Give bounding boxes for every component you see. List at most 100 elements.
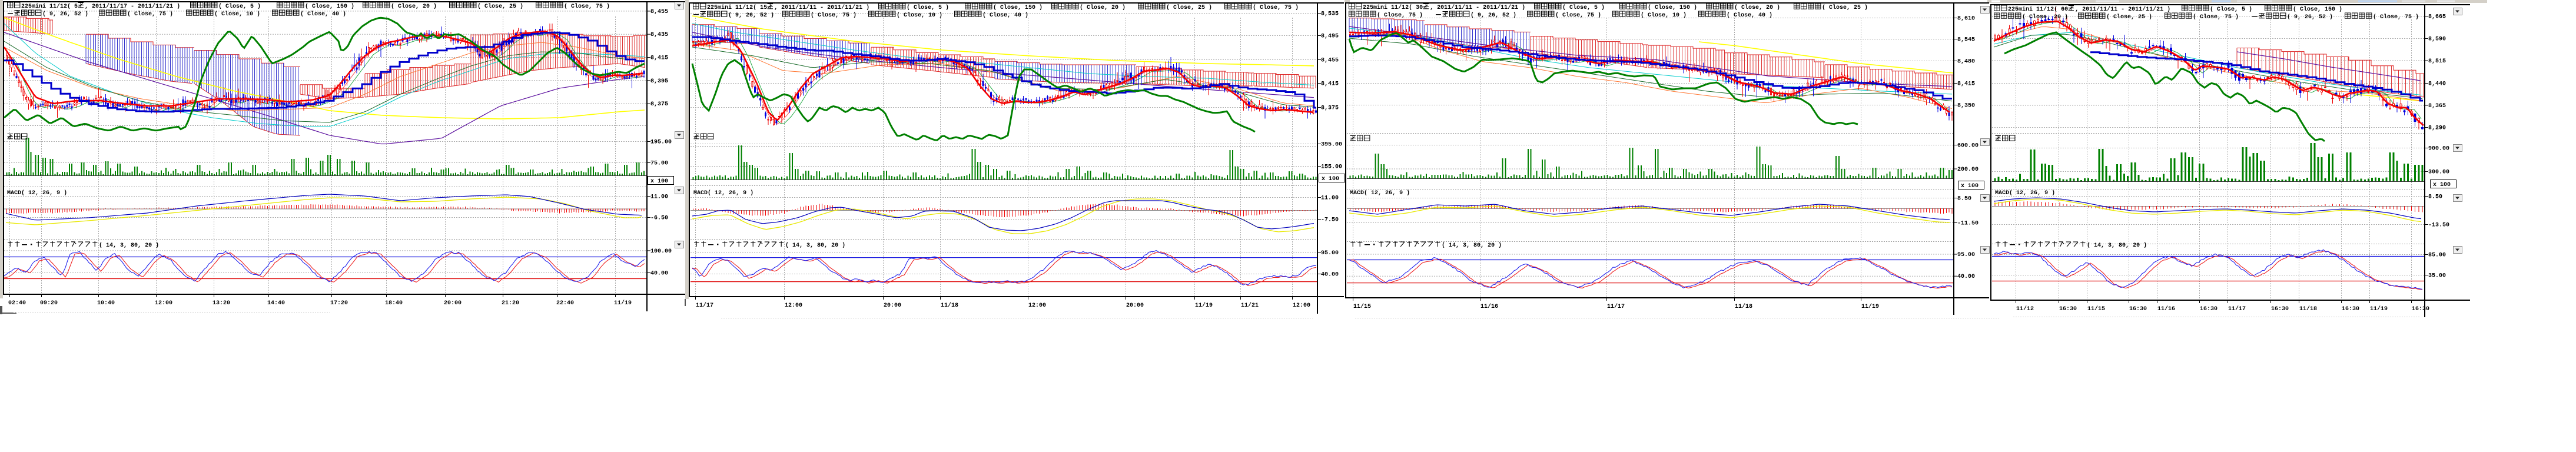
svg-text:8.50: 8.50 xyxy=(1957,196,1971,202)
svg-text:20:00: 20:00 xyxy=(884,303,901,309)
svg-text:( Close, 150 ): ( Close, 150 ) xyxy=(305,3,354,10)
svg-text:900.00: 900.00 xyxy=(2428,146,2449,152)
svg-text:13:20: 13:20 xyxy=(213,300,230,307)
svg-text:11/16: 11/16 xyxy=(1480,303,1498,310)
svg-text:-11.50: -11.50 xyxy=(1957,221,1979,227)
svg-text:-7.50: -7.50 xyxy=(1321,217,1339,224)
svg-text:17:20: 17:20 xyxy=(330,300,348,307)
svg-text:( Close, 25 ): ( Close, 25 ) xyxy=(477,3,523,10)
svg-text:( Close, 75 ): ( Close, 75 ) xyxy=(127,11,173,18)
svg-text:( Close, 150 ): ( Close, 150 ) xyxy=(993,4,1043,11)
svg-text:225mini 11/12( 30: 225mini 11/12( 30 xyxy=(1363,4,1423,11)
svg-text:20:00: 20:00 xyxy=(1126,303,1144,309)
svg-text:8,480: 8,480 xyxy=(1957,59,1975,65)
svg-text:x 100: x 100 xyxy=(650,178,668,185)
svg-text:12:00: 12:00 xyxy=(155,300,172,307)
svg-text:02:40: 02:40 xyxy=(8,300,26,307)
svg-text:( 9, 26, 52 ): ( 9, 26, 52 ) xyxy=(2287,14,2333,21)
svg-text:11/19: 11/19 xyxy=(614,300,632,307)
svg-text:( Close, 25 ): ( Close, 25 ) xyxy=(1166,4,1212,11)
svg-text:( Close, 20 ): ( Close, 20 ) xyxy=(391,3,437,10)
svg-text:8,435: 8,435 xyxy=(650,32,668,38)
svg-text:75.00: 75.00 xyxy=(650,161,668,167)
svg-text:( 9, 26, 52 ): ( 9, 26, 52 ) xyxy=(1470,12,1516,19)
svg-text:( Close, 20 ): ( Close, 20 ) xyxy=(1080,4,1126,11)
svg-text:16:30: 16:30 xyxy=(2059,306,2077,313)
svg-text:MACD( 12, 26, 9 ): MACD( 12, 26, 9 ) xyxy=(1995,190,2055,197)
svg-text:( 14, 3, 80, 20 ): ( 14, 3, 80, 20 ) xyxy=(99,242,159,249)
svg-text:( Close, 20 ): ( Close, 20 ) xyxy=(1734,4,1780,11)
svg-text:, 2011/11/11 - 2011/11/21 ): , 2011/11/11 - 2011/11/21 ) xyxy=(2075,6,2170,13)
svg-text:11/16: 11/16 xyxy=(2157,305,2175,313)
svg-text:( Close, 10 ): ( Close, 10 ) xyxy=(214,11,260,18)
svg-text:( Close, 150 ): ( Close, 150 ) xyxy=(2293,6,2342,13)
svg-text:20:00: 20:00 xyxy=(444,300,462,307)
svg-text:95.00: 95.00 xyxy=(1957,252,1975,258)
svg-text:( 9, 26, 52 ): ( 9, 26, 52 ) xyxy=(728,12,774,19)
svg-text:MACD( 12, 26, 9 ): MACD( 12, 26, 9 ) xyxy=(1350,190,1410,197)
svg-text:35.00: 35.00 xyxy=(2428,273,2446,280)
svg-text:8,665: 8,665 xyxy=(2428,14,2446,21)
svg-text:x 100: x 100 xyxy=(1961,183,1979,190)
svg-text:11/21: 11/21 xyxy=(1241,302,1259,309)
svg-text:( Close, 75 ): ( Close, 75 ) xyxy=(1555,12,1601,19)
svg-text:( Close, 10 ): ( Close, 10 ) xyxy=(897,12,942,19)
svg-text:( Close, 5 ): ( Close, 5 ) xyxy=(907,4,949,11)
svg-text:( Close, 75 ): ( Close, 75 ) xyxy=(2193,14,2239,21)
svg-text:11/12: 11/12 xyxy=(2016,305,2034,313)
svg-text:x 100: x 100 xyxy=(1322,176,1339,182)
svg-text:( 14, 3, 80, 20 ): ( 14, 3, 80, 20 ) xyxy=(785,242,845,249)
svg-text:( Close, 150 ): ( Close, 150 ) xyxy=(1648,4,1697,11)
svg-text:11/17: 11/17 xyxy=(696,302,713,309)
svg-text:8,610: 8,610 xyxy=(1957,16,1975,22)
svg-text:18:40: 18:40 xyxy=(385,300,403,307)
svg-text:8,590: 8,590 xyxy=(2428,36,2446,43)
svg-text:8,455: 8,455 xyxy=(1321,58,1339,64)
svg-text:( Close, 5 ): ( Close, 5 ) xyxy=(1562,4,1605,11)
svg-text:11/18: 11/18 xyxy=(1735,303,1752,310)
svg-text:( 14, 3, 80, 20 ): ( 14, 3, 80, 20 ) xyxy=(1442,242,1502,249)
svg-text:( 14, 3, 80, 20 ): ( 14, 3, 80, 20 ) xyxy=(2087,242,2147,249)
svg-text:155.00: 155.00 xyxy=(1321,164,1342,171)
svg-text:x 100: x 100 xyxy=(2433,182,2451,188)
svg-text:MACD( 12, 26, 9 ): MACD( 12, 26, 9 ) xyxy=(7,190,67,197)
svg-text:8,545: 8,545 xyxy=(1957,37,1975,44)
svg-text:( Close, 10 ): ( Close, 10 ) xyxy=(1641,12,1687,19)
svg-text:( Close, 25 ): ( Close, 25 ) xyxy=(2106,14,2152,21)
svg-text:( Close, 75 ): ( Close, 75 ) xyxy=(2373,14,2419,21)
svg-text:, 2011/11/11 - 2011/11/21 ): , 2011/11/11 - 2011/11/21 ) xyxy=(774,4,869,11)
svg-text:( Close, 40 ): ( Close, 40 ) xyxy=(300,11,346,18)
svg-text:22:40: 22:40 xyxy=(556,300,574,307)
svg-text:, 2011/11/17 - 2011/11/21 ): , 2011/11/17 - 2011/11/21 ) xyxy=(85,3,180,10)
svg-text:-13.50: -13.50 xyxy=(2428,222,2449,229)
svg-text:11/19: 11/19 xyxy=(1861,303,1879,310)
svg-text:11.00: 11.00 xyxy=(1321,195,1339,202)
svg-text:11/17: 11/17 xyxy=(2228,305,2246,313)
svg-text:16:30: 16:30 xyxy=(2342,306,2359,313)
svg-text:, 2011/11/11 - 2011/11/21 ): , 2011/11/11 - 2011/11/21 ) xyxy=(1430,4,1525,11)
svg-text:16:30: 16:30 xyxy=(2200,306,2218,313)
svg-text:( Close, 25 ): ( Close, 25 ) xyxy=(1822,4,1868,11)
svg-text:( Close, 75 ): ( Close, 75 ) xyxy=(811,12,857,19)
svg-text:225mini 11/12( 60: 225mini 11/12( 60 xyxy=(2008,6,2068,13)
svg-text:8,290: 8,290 xyxy=(2428,125,2446,132)
svg-text:8,415: 8,415 xyxy=(1957,81,1975,88)
svg-text:8,415: 8,415 xyxy=(650,55,668,62)
svg-text:8,375: 8,375 xyxy=(650,101,668,108)
svg-text:-6.50: -6.50 xyxy=(650,215,668,222)
svg-text:8,515: 8,515 xyxy=(2428,58,2446,65)
svg-text:8,415: 8,415 xyxy=(1321,81,1339,88)
svg-text:85.00: 85.00 xyxy=(2428,252,2446,259)
svg-text:10:40: 10:40 xyxy=(97,300,115,307)
svg-text:8,350: 8,350 xyxy=(1957,103,1975,109)
svg-text:8,440: 8,440 xyxy=(2428,81,2446,88)
svg-text:11.00: 11.00 xyxy=(650,194,668,201)
svg-text:14:40: 14:40 xyxy=(267,300,285,307)
svg-text:11/19: 11/19 xyxy=(2370,305,2388,313)
svg-text:225mini 11/12( 5: 225mini 11/12( 5 xyxy=(21,3,78,10)
svg-text:MACD( 12, 26, 9 ): MACD( 12, 26, 9 ) xyxy=(693,190,753,197)
svg-text:300.00: 300.00 xyxy=(2428,170,2449,176)
svg-text:16:30: 16:30 xyxy=(2129,306,2147,313)
svg-text:11/17: 11/17 xyxy=(1607,303,1625,310)
svg-text:11/19: 11/19 xyxy=(1195,302,1213,309)
